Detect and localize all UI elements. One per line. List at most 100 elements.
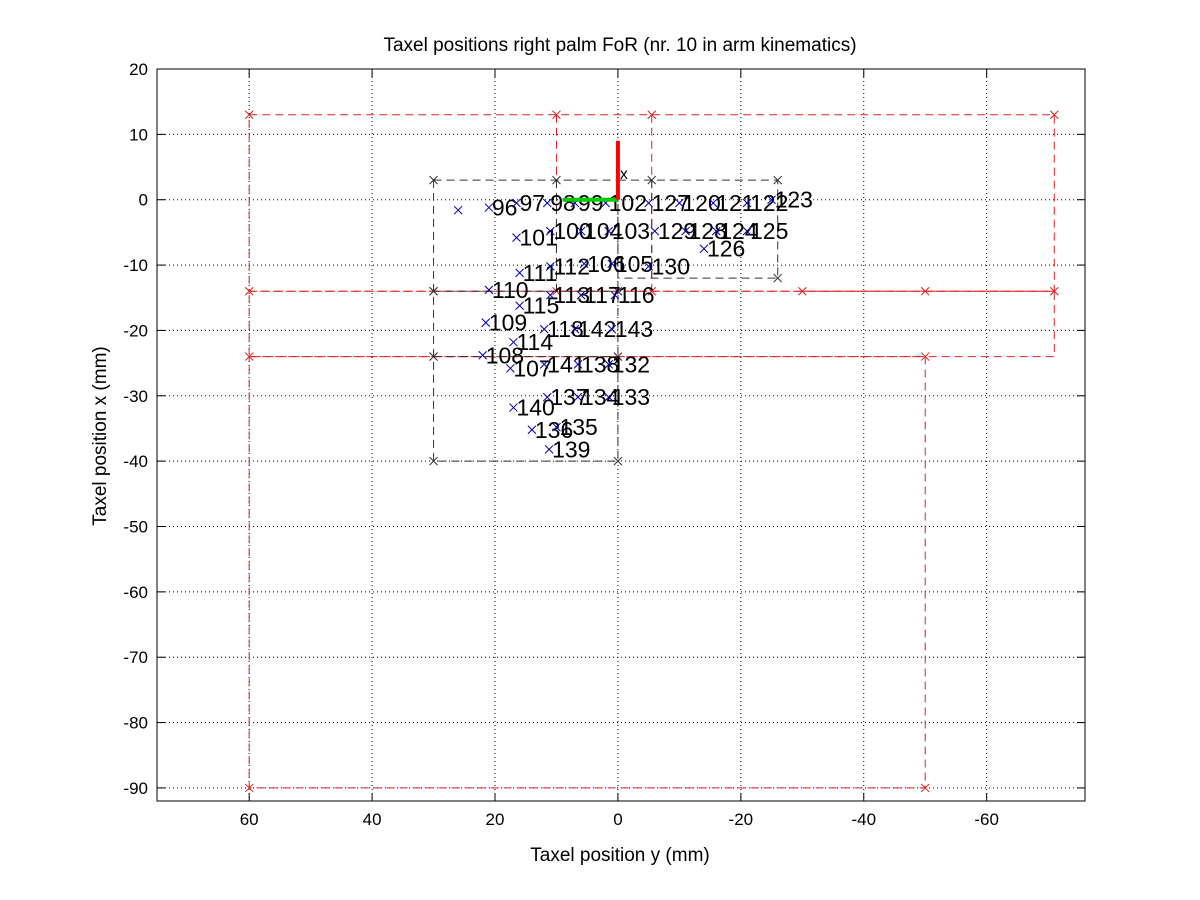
- taxel-label: 115: [523, 293, 560, 319]
- palm-outline-vertex: [797, 286, 807, 296]
- palm-outline: [244, 110, 1059, 793]
- y-tick-label: -30: [123, 387, 148, 406]
- taxel-label: 125: [750, 218, 788, 244]
- taxel-label: 121: [716, 190, 754, 216]
- taxel-label: 106: [587, 251, 625, 277]
- taxel-label: 128: [689, 218, 727, 244]
- palm-outline-vertex: [244, 110, 254, 120]
- taxel-marker: [484, 203, 494, 212]
- taxel-region-vertex: [429, 352, 438, 361]
- y-tick-label: -50: [123, 518, 148, 537]
- palm-outline-vertex: [647, 286, 657, 296]
- y-tick-label: -80: [123, 714, 148, 733]
- palm-outline-vertex: [920, 783, 930, 793]
- taxel-label: 130: [652, 253, 690, 279]
- taxel-region-vertex: [429, 175, 438, 185]
- taxel-marker: [570, 324, 580, 334]
- palm-outline-vertex: [920, 352, 930, 361]
- palm-outline-vertex: [920, 286, 930, 296]
- taxel-marker: [545, 262, 555, 271]
- x-tick-label: 60: [240, 810, 259, 829]
- taxel-marker: [573, 360, 583, 369]
- y-tick-label: -70: [123, 648, 148, 667]
- taxel-marker: [484, 285, 494, 295]
- y-tick-label: -90: [123, 779, 148, 798]
- taxel-marker: [675, 198, 684, 208]
- taxel-label: 114: [516, 329, 553, 355]
- y-tick-label: -40: [123, 452, 148, 471]
- y-axis-label: Taxel position x (mm): [90, 346, 111, 526]
- x-tick-label: 20: [486, 810, 505, 829]
- taxel-marker: [542, 198, 552, 208]
- taxel-marker: [545, 226, 555, 236]
- plot-box: [156, 68, 1086, 802]
- taxel-label: 133: [612, 384, 650, 410]
- taxel-label: 123: [775, 187, 813, 213]
- taxel-region-vertex: [613, 352, 623, 361]
- taxel-label: 112: [553, 253, 590, 279]
- reference-frame: x: [562, 140, 628, 202]
- taxel-label: 107: [513, 355, 551, 381]
- taxel-marker: [542, 392, 552, 402]
- taxel-label: 101: [520, 225, 558, 251]
- taxel-region-vertex: [429, 456, 438, 466]
- taxel-region-vertex: [647, 175, 657, 185]
- palm-outline-vertex: [1049, 110, 1059, 120]
- taxel-marker: [573, 392, 583, 402]
- taxel-marker: [512, 198, 521, 208]
- palm-outline-vertex: [647, 110, 657, 120]
- taxel-marker: [699, 244, 709, 254]
- taxel-label: 110: [492, 277, 529, 303]
- taxel-label: 111: [523, 260, 558, 286]
- taxel-label: 97: [520, 190, 546, 216]
- taxel-marker: [544, 445, 554, 454]
- palm-outline-vertex: [244, 783, 254, 793]
- taxel-marker: [539, 324, 549, 334]
- taxel-marker: [644, 198, 654, 208]
- x-tick-label: -60: [974, 810, 999, 829]
- taxel-label: 103: [612, 218, 650, 244]
- frame-axis-label: x: [620, 166, 628, 183]
- taxel-marker: [767, 195, 776, 205]
- taxel-label: 109: [489, 310, 527, 336]
- taxel-label: 143: [615, 316, 653, 342]
- taxel-label: 127: [652, 190, 690, 216]
- taxel-region-vertex: [613, 456, 623, 466]
- taxel-label: 104: [584, 218, 623, 244]
- taxel-label: 134: [581, 384, 620, 410]
- taxel-marker: [607, 259, 617, 269]
- taxel-label: 99: [578, 190, 604, 216]
- taxel-marker: [576, 226, 586, 236]
- taxel-region-vertex: [773, 175, 783, 185]
- taxel-marker: [708, 198, 718, 208]
- taxel-region-vertex: [552, 175, 561, 185]
- x-axis-label: Taxel position y (mm): [530, 845, 710, 866]
- taxel-region-vertex: [429, 286, 438, 296]
- y-tick-label: -20: [123, 321, 148, 340]
- taxel-region: [429, 175, 783, 466]
- x-tick-label: -20: [729, 810, 754, 829]
- taxel-marker: [610, 290, 620, 300]
- taxel-marker: [506, 363, 515, 373]
- palm-outline-vertex: [1049, 286, 1059, 296]
- palm-outline-rect: [248, 290, 1055, 358]
- taxel-label: 126: [707, 236, 745, 262]
- taxel-region-vertex: [773, 273, 783, 283]
- taxel-label: 142: [578, 316, 616, 342]
- taxel-marker: [579, 259, 589, 269]
- taxel-marker: [478, 350, 488, 360]
- y-tick-label: 20: [129, 60, 148, 79]
- chart-title: Taxel positions right palm FoR (nr. 10 i…: [383, 35, 856, 56]
- taxel-label: 122: [750, 190, 788, 216]
- palm-outline-rect: [248, 356, 926, 789]
- taxel-marker: [481, 318, 491, 327]
- taxel-label: 135: [559, 414, 597, 440]
- taxel-region-rect: [617, 179, 779, 279]
- taxel-marker: [604, 392, 614, 402]
- taxel-marker: [453, 205, 463, 215]
- taxel-label: 139: [552, 436, 590, 462]
- taxel-region-vertex: [613, 286, 623, 296]
- taxel-marker: [607, 324, 617, 334]
